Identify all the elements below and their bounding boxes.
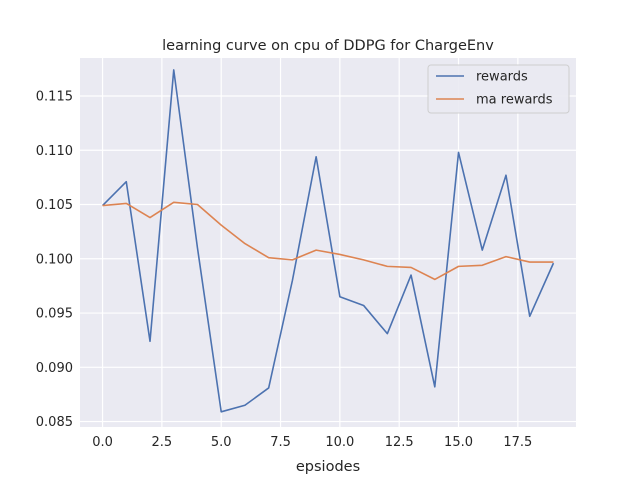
y-tick-label: 0.095 [36, 307, 73, 322]
x-tick-label: 7.5 [270, 435, 291, 450]
x-tick-label: 17.5 [503, 435, 532, 450]
legend: rewards ma rewards [427, 64, 570, 114]
tick-labels: 0.0 2.5 5.0 7.5 10.0 12.5 15.0 17.5 0.085 0.090 0.… [36, 89, 533, 450]
y-tick-label: 0.085 [36, 415, 73, 430]
chart-title: learning curve on cpu of DDPG for Charge… [162, 38, 494, 54]
series-line-rewards [101, 69, 555, 413]
y-tick-label: 0.100 [36, 252, 73, 267]
x-tick-label: 5.0 [211, 435, 232, 450]
series-line-ma-rewards [102, 201, 554, 281]
legend-box [427, 64, 570, 114]
y-tick-label: 0.090 [36, 361, 73, 376]
legend-label-ma-rewards: ma rewards [476, 93, 553, 108]
plot-background [80, 58, 576, 427]
x-tick-label: 10.0 [325, 435, 354, 450]
x-axis-label: epsiodes [296, 459, 360, 475]
y-tick-label: 0.115 [36, 89, 73, 104]
x-tick-label: 0.0 [92, 435, 113, 450]
series-layer [101, 69, 555, 413]
grid [80, 58, 576, 427]
y-tick-label: 0.105 [36, 198, 73, 213]
x-tick-label: 15.0 [444, 435, 473, 450]
x-tick-label: 2.5 [152, 435, 173, 450]
legend-label-rewards: rewards [476, 70, 528, 85]
x-tick-label: 12.5 [385, 435, 414, 450]
y-tick-label: 0.110 [36, 144, 73, 159]
